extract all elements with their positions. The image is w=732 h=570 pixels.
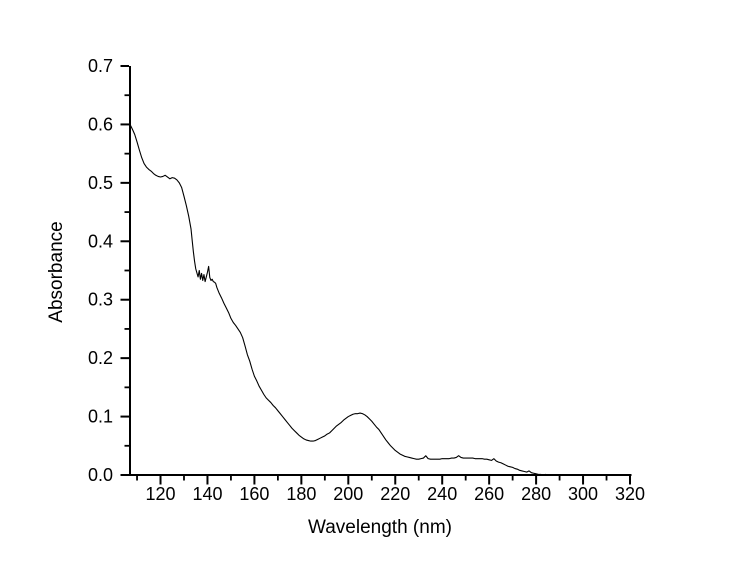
x-axis-tick-label: 180 xyxy=(286,484,316,504)
x-axis-tick-label: 160 xyxy=(239,484,269,504)
y-axis-tick-label: 0.0 xyxy=(88,465,113,485)
y-axis-tick-label: 0.2 xyxy=(88,348,113,368)
x-axis-tick-label: 320 xyxy=(615,484,645,504)
y-axis-tick-label: 0.6 xyxy=(88,114,113,134)
y-axis-tick-label: 0.7 xyxy=(88,56,113,76)
x-axis-tick-label: 120 xyxy=(145,484,175,504)
x-axis-tick-label: 280 xyxy=(521,484,551,504)
x-axis-tick-label: 140 xyxy=(192,484,222,504)
x-axis-tick-label: 300 xyxy=(568,484,598,504)
x-axis-tick-label: 200 xyxy=(333,484,363,504)
x-axis-tick-label: 220 xyxy=(380,484,410,504)
x-axis-title: Wavelength (nm) xyxy=(308,517,452,538)
y-axis-tick-label: 0.1 xyxy=(88,407,113,427)
x-axis-tick-label: 240 xyxy=(427,484,457,504)
absorbance-curve xyxy=(129,124,555,476)
y-axis-tick-label: 0.4 xyxy=(88,231,113,251)
y-axis-tick-label: 0.3 xyxy=(88,290,113,310)
x-axis-tick-label: 260 xyxy=(474,484,504,504)
y-axis-title: Absorbance xyxy=(46,221,67,323)
axis-spines xyxy=(129,66,632,476)
y-axis-tick-label: 0.5 xyxy=(88,173,113,193)
